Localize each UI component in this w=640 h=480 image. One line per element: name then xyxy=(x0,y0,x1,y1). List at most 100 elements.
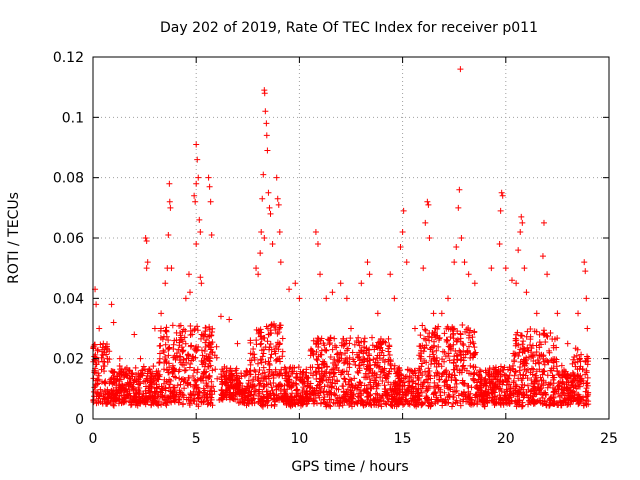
data-point xyxy=(270,372,277,379)
data-point xyxy=(513,280,520,287)
data-point xyxy=(331,373,338,380)
data-point xyxy=(255,377,262,384)
data-point xyxy=(343,295,350,302)
data-point xyxy=(518,213,525,220)
data-point xyxy=(567,401,574,408)
data-point xyxy=(193,241,200,248)
data-point xyxy=(159,336,166,343)
data-point xyxy=(193,180,200,187)
data-point xyxy=(345,378,352,385)
data-point xyxy=(344,360,351,367)
data-point xyxy=(415,389,422,396)
data-point xyxy=(266,362,273,369)
data-point xyxy=(574,372,581,379)
data-point xyxy=(556,372,563,379)
data-point xyxy=(467,362,474,369)
data-point xyxy=(420,265,427,272)
data-point xyxy=(157,327,164,334)
data-point xyxy=(564,340,571,347)
data-point xyxy=(177,353,184,360)
data-point xyxy=(163,402,170,409)
data-point xyxy=(156,350,163,357)
data-point xyxy=(583,385,590,392)
data-point xyxy=(469,338,476,345)
data-point xyxy=(426,235,433,241)
data-point xyxy=(160,349,167,356)
data-point xyxy=(179,401,186,408)
data-point xyxy=(187,289,194,296)
data-point xyxy=(379,339,386,346)
data-point xyxy=(129,396,136,403)
data-point xyxy=(189,353,196,360)
data-point xyxy=(451,259,458,266)
data-point xyxy=(512,351,519,358)
data-point xyxy=(177,329,184,336)
data-point xyxy=(466,332,473,339)
data-point xyxy=(258,340,265,347)
data-point xyxy=(116,370,123,377)
data-point xyxy=(255,371,262,378)
data-point xyxy=(426,368,433,375)
data-point xyxy=(424,376,431,383)
data-point xyxy=(457,66,464,73)
data-point xyxy=(136,373,143,380)
data-point xyxy=(377,397,384,404)
data-point xyxy=(367,362,374,369)
data-point xyxy=(308,346,315,353)
data-point xyxy=(351,401,358,408)
data-point xyxy=(382,374,389,381)
data-point xyxy=(403,259,410,266)
data-point xyxy=(325,376,332,383)
data-point xyxy=(313,349,320,356)
data-point xyxy=(399,401,406,408)
data-point xyxy=(267,354,274,361)
data-point xyxy=(321,393,328,400)
data-point xyxy=(348,325,354,332)
data-point xyxy=(521,366,528,373)
data-point xyxy=(333,344,340,351)
data-point xyxy=(142,377,149,384)
data-point xyxy=(460,391,467,398)
data-point xyxy=(277,322,284,329)
data-point xyxy=(514,329,521,336)
data-point xyxy=(482,388,489,395)
data-point xyxy=(212,366,219,373)
data-point xyxy=(467,354,474,361)
data-point xyxy=(497,207,504,214)
data-point xyxy=(223,368,230,375)
data-point xyxy=(257,250,264,257)
data-point xyxy=(363,388,370,395)
data-point xyxy=(515,401,522,408)
data-point xyxy=(451,372,458,379)
data-point xyxy=(283,369,290,376)
data-point xyxy=(537,397,544,404)
data-point xyxy=(518,384,525,391)
data-point xyxy=(459,366,466,373)
chart-title: Day 202 of 2019, Rate Of TEC Index for r… xyxy=(160,20,538,36)
data-point xyxy=(381,365,388,372)
data-point xyxy=(417,350,424,357)
data-point xyxy=(511,372,518,379)
data-point xyxy=(460,362,467,369)
data-point xyxy=(165,346,172,353)
data-point xyxy=(173,391,180,398)
data-point xyxy=(391,362,398,369)
data-point xyxy=(210,383,217,390)
data-point xyxy=(533,328,540,335)
data-point xyxy=(270,380,277,387)
data-point xyxy=(220,393,227,400)
data-point xyxy=(267,330,274,337)
data-point xyxy=(310,390,317,397)
data-point xyxy=(511,358,518,365)
data-point xyxy=(268,402,275,409)
data-point xyxy=(511,350,518,357)
data-point xyxy=(252,368,259,375)
data-point xyxy=(584,325,591,332)
data-point xyxy=(468,384,475,391)
data-point xyxy=(455,392,462,399)
data-point xyxy=(431,379,438,386)
data-point xyxy=(477,368,484,375)
data-point xyxy=(416,374,423,381)
data-point xyxy=(151,325,158,332)
data-point xyxy=(90,396,97,403)
